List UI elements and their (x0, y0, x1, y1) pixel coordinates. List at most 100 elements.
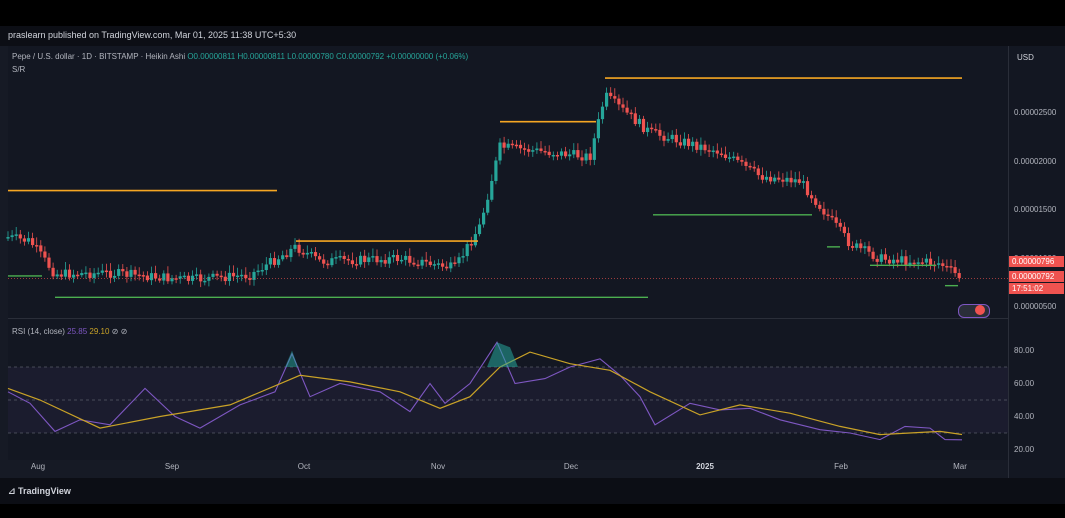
candle (166, 273, 170, 282)
rsi-value: 25.85 (67, 327, 88, 336)
candle (838, 222, 842, 227)
candle (26, 238, 31, 242)
rsi-axis-label: 20.00 (1014, 444, 1035, 454)
candle (424, 259, 428, 262)
candle (814, 198, 818, 205)
candle (190, 275, 195, 281)
rsi-overbought-fill (285, 350, 298, 367)
sr-indicator-label[interactable]: S/R (12, 65, 26, 74)
candle (490, 180, 494, 200)
candle (182, 275, 186, 278)
footer-bar: ⊿ TradingView (0, 478, 1065, 504)
ohlc-values: O0.00000811 H0.00000811 L0.00000780 C0.0… (187, 52, 469, 61)
candle (445, 266, 449, 269)
candle (920, 262, 924, 264)
candle (600, 106, 605, 120)
candle (145, 275, 149, 281)
candle (129, 269, 133, 277)
candle (400, 259, 404, 262)
candle (629, 112, 633, 115)
candle (379, 260, 383, 263)
candle (785, 177, 789, 182)
candle (826, 214, 830, 216)
price-label: 0.00002000 (1014, 156, 1057, 166)
candle (117, 269, 121, 276)
brand-label: TradingView (18, 486, 71, 496)
candle (277, 259, 281, 265)
candle (564, 151, 568, 157)
candle (699, 144, 703, 150)
candle (851, 246, 855, 248)
candle (719, 153, 723, 156)
candle (244, 274, 248, 279)
candle (289, 248, 293, 258)
candle (781, 179, 785, 182)
rsi-legend[interactable]: RSI (14, close) 25.85 29.10 ⊘ ⊘ (12, 327, 127, 336)
candle (822, 208, 826, 215)
candle (687, 138, 691, 147)
candle (695, 141, 699, 150)
candle (252, 271, 256, 280)
candle (908, 262, 912, 265)
candle (420, 259, 424, 266)
candle (268, 258, 272, 265)
candle (477, 224, 482, 235)
candle (318, 256, 322, 260)
candle (227, 272, 231, 282)
currency-label[interactable]: USD (1017, 53, 1034, 62)
candle (728, 157, 732, 159)
candle (678, 142, 682, 146)
candle (584, 153, 588, 161)
candle (863, 246, 867, 249)
candle (313, 252, 318, 257)
candle (498, 142, 502, 161)
candle (666, 139, 670, 141)
price-label: 0.00000500 (1014, 302, 1057, 311)
eye-off-icon[interactable]: ⊘ ⊘ (111, 327, 128, 336)
candle (297, 244, 301, 253)
candle (43, 251, 47, 258)
candle (113, 275, 117, 278)
candle (465, 244, 469, 257)
candle (391, 254, 395, 258)
candle (715, 150, 719, 154)
alert-icon[interactable] (958, 304, 990, 318)
symbol-legend[interactable]: Pepe / U.S. dollar · 1D · BITSTAMP · Hei… (12, 52, 468, 61)
candle (514, 144, 518, 147)
candle (613, 96, 617, 99)
chart-area[interactable] (8, 46, 1008, 460)
time-label: Oct (297, 462, 311, 471)
candle (39, 245, 43, 252)
candle (769, 176, 773, 182)
candle (945, 265, 949, 268)
candle (949, 266, 953, 268)
candle (215, 273, 219, 276)
candle (658, 129, 662, 136)
candle (203, 280, 207, 283)
tradingview-logo[interactable]: ⊿ TradingView (8, 486, 71, 497)
candle (842, 226, 846, 234)
candle (281, 255, 285, 260)
time-label: Dec (563, 462, 579, 471)
candle (412, 262, 416, 265)
candle (219, 275, 223, 278)
candle (502, 142, 506, 148)
candle (605, 92, 609, 107)
candle (703, 144, 707, 151)
candle (432, 264, 436, 266)
candle (367, 257, 371, 263)
candle (830, 215, 834, 218)
candle (531, 150, 535, 152)
candle (797, 179, 801, 183)
flag-icon[interactable] (975, 305, 985, 315)
candle (510, 143, 514, 146)
candle (133, 269, 137, 275)
candle (879, 254, 883, 262)
pane-separator[interactable] (8, 318, 1008, 319)
candle (330, 258, 334, 266)
candle (711, 150, 715, 153)
candle (650, 127, 654, 130)
candle (867, 246, 871, 252)
candle (924, 258, 928, 263)
candle (207, 276, 211, 281)
